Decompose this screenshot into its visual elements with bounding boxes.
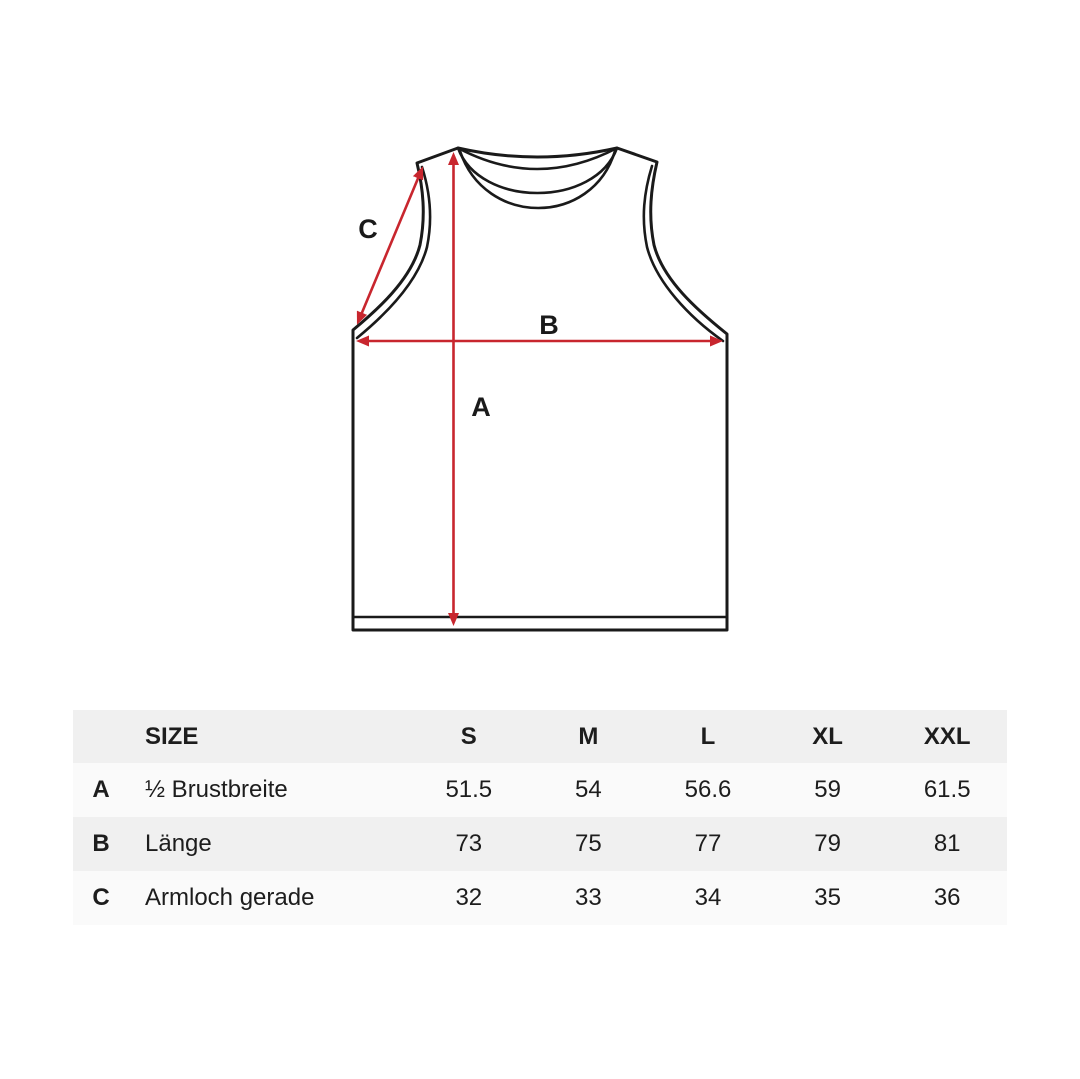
row-b-letter: B bbox=[92, 830, 110, 857]
header-col-xxl: XXL bbox=[923, 722, 971, 750]
measure-label-c: C bbox=[358, 214, 378, 244]
back-neckline-binding bbox=[456, 146, 619, 171]
table-row-a: A ½ Brustbreite 51.5 54 56.6 59 61.5 bbox=[73, 763, 1007, 817]
row-a-letter: A bbox=[92, 776, 110, 803]
row-a-name: ½ Brustbreite bbox=[145, 776, 288, 803]
header-size-label: SIZE bbox=[145, 722, 199, 750]
measure-label-b: B bbox=[539, 310, 559, 340]
row-b-value-s: 73 bbox=[455, 830, 483, 857]
header-letter-cell bbox=[73, 710, 129, 763]
header-col-s: S bbox=[460, 722, 477, 750]
front-neckline-binding-bottom bbox=[458, 149, 617, 210]
size-table-header-row: SIZE S M L XL XXL bbox=[73, 710, 1007, 763]
row-b-value-l: 77 bbox=[694, 830, 722, 857]
row-c-value-s: 32 bbox=[455, 884, 483, 911]
row-c-value-xl: 35 bbox=[814, 884, 841, 911]
header-col-l: L bbox=[700, 722, 716, 750]
measure-label-a: A bbox=[471, 392, 491, 422]
header-col-m: M bbox=[578, 722, 599, 750]
table-row-c: C Armloch gerade 32 33 34 35 36 bbox=[73, 871, 1007, 925]
row-b-value-m: 75 bbox=[575, 830, 602, 857]
size-table: SIZE S M L XL XXL A ½ Brustbreite 51.5 5… bbox=[73, 710, 1007, 925]
row-c-name: Armloch gerade bbox=[145, 884, 315, 911]
measure-arrow-c bbox=[356, 166, 424, 325]
table-row-b: B Länge 73 75 77 79 81 bbox=[73, 817, 1007, 871]
row-c-value-m: 33 bbox=[575, 884, 602, 911]
row-a-value-l: 56.6 bbox=[684, 776, 732, 803]
front-neckline-binding-top bbox=[456, 146, 619, 195]
row-b-value-xl: 79 bbox=[814, 830, 841, 857]
row-a-value-s: 51.5 bbox=[445, 776, 493, 803]
row-b-value-xxl: 81 bbox=[933, 830, 961, 857]
row-c-value-xxl: 36 bbox=[933, 884, 961, 911]
tank-top-outline bbox=[351, 146, 729, 632]
row-c-letter: C bbox=[92, 884, 110, 911]
tank-top-diagram-svg: A B C bbox=[351, 146, 729, 632]
tank-top-measurement-diagram: A B C bbox=[351, 146, 729, 632]
right-armhole-binding bbox=[642, 164, 725, 343]
row-b-name: Länge bbox=[145, 830, 212, 857]
header-col-xl: XL bbox=[812, 722, 843, 750]
row-c-value-l: 34 bbox=[694, 884, 722, 911]
row-a-value-m: 54 bbox=[575, 776, 602, 803]
row-a-value-xxl: 61.5 bbox=[923, 776, 971, 803]
row-a-value-xl: 59 bbox=[814, 776, 841, 803]
